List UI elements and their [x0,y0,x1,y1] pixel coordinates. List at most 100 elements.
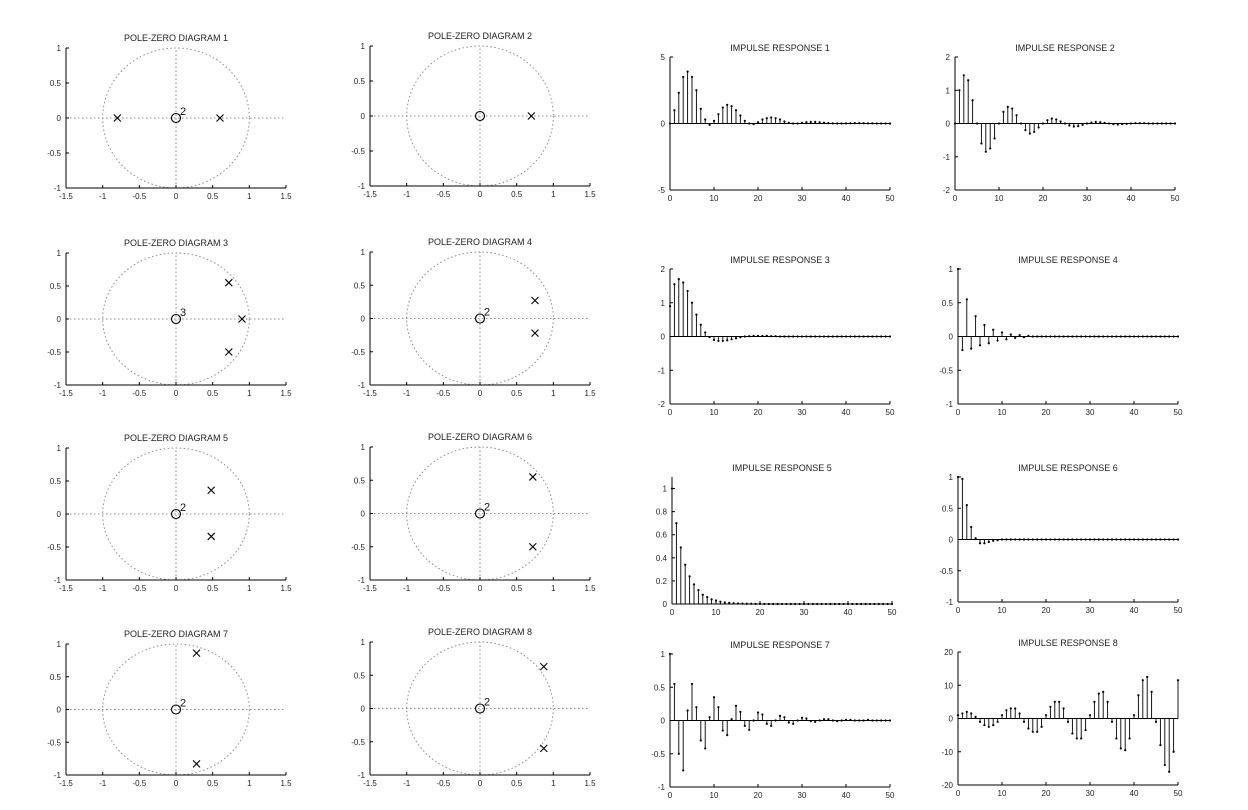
y-tick-label: -0.5 [47,149,61,158]
stem-marker [833,602,836,606]
x-tick-label: 0 [478,190,483,199]
stem-marker [802,602,806,606]
y-tick-label: 0.5 [354,77,366,86]
x-tick-label: 0.5 [511,779,523,788]
stem-marker [1116,123,1119,126]
y-tick-label: 20 [944,648,953,657]
stem-marker [1000,714,1004,717]
stem-marker [686,70,689,73]
stem-marker [774,719,777,722]
y-tick-label: -0.5 [47,543,61,552]
stem-marker [1000,538,1004,541]
pole-marker [207,532,216,541]
stem-marker [695,313,698,316]
stem-marker [805,121,808,124]
stem-marker [721,339,724,342]
y-tick-label: 0.5 [50,673,62,682]
stem-marker [818,719,821,722]
y-tick-label: -1 [358,182,366,191]
stem-marker [1005,709,1008,712]
panel-title: IMPULSE RESPONSE 3 [730,255,830,265]
y-tick-label: -0.5 [351,348,365,357]
stem-marker [987,725,990,728]
zero-marker [170,112,182,124]
unit-circle [406,251,554,386]
stem-marker [956,475,960,479]
stem-marker [1036,730,1039,733]
stem-marker [1159,538,1162,541]
pole-marker [238,315,246,323]
stem-marker [1124,335,1127,338]
stem-marker [794,602,797,606]
pole-marker [216,114,224,122]
stem-marker [730,105,733,108]
panel-title: POLE-ZERO DIAGRAM 8 [428,627,532,637]
stem-marker [690,75,694,79]
stem-marker [880,719,883,722]
stem-marker [875,335,878,338]
stem-marker [750,602,753,605]
y-tick-label: 0 [949,536,954,545]
stem-marker [849,335,852,338]
x-tick-label: 50 [886,408,895,417]
pole-marker [224,348,233,356]
zero-multiplicity-label: 2 [484,697,490,709]
stem-marker [888,719,892,722]
stem-marker [752,123,755,126]
unit-circle [406,446,554,581]
stem-marker [1124,748,1127,752]
stem-marker [961,477,964,480]
stem-marker [1097,335,1100,338]
stem-marker [675,522,678,525]
x-tick-label: 0 [174,192,179,201]
stem-marker [730,718,733,721]
y-tick-label: 0 [949,333,954,342]
y-tick-label: -1 [658,783,666,792]
stem-marker [884,122,887,125]
y-tick-label: 0.6 [656,531,668,540]
zero-multiplicity-label: 2 [180,502,186,514]
pole-zero-panel-2: POLE-ZERO DIAGRAM 2-1.5 -1 -0.5 0 0.5 1 1.510.… [351,31,596,199]
x-tick-label: 50 [888,608,897,617]
stem-marker [956,714,960,717]
stem-marker [967,79,970,82]
stem-marker [1059,120,1062,123]
stem-marker [679,546,682,549]
pole-zero-panel-7: POLE-ZERO DIAGRAM 7-1.5 -1 -0.5 0 0.5 1 1.510.… [47,629,292,788]
stem-marker [993,137,996,140]
stem-marker [970,712,973,715]
stem-marker [1093,700,1096,703]
stem-marker [1132,335,1136,338]
stem-marker [1088,714,1092,717]
x-tick-label: 10 [710,791,719,800]
x-tick-label: 40 [1130,606,1139,615]
stem-marker [1033,130,1036,133]
y-tick-label: 0.5 [354,281,366,290]
x-tick-label: 20 [754,791,763,800]
x-tick-label: 30 [1086,606,1095,615]
y-tick-label: 1 [661,299,666,308]
stem-marker [974,537,977,540]
stem-marker [690,682,694,686]
x-tick-label: 1 [247,389,252,398]
stem-marker [1015,114,1018,117]
stem-marker [827,122,830,125]
stem-marker [800,716,804,719]
pole-zero-panel-5: POLE-ZERO DIAGRAM 5-1.5 -1 -0.5 0 0.5 1 1.510.… [47,433,292,593]
stem-marker [877,602,880,606]
stem-marker [1102,335,1105,338]
stem-marker [699,739,702,742]
stem-marker [770,724,773,727]
stem-marker [741,602,744,605]
y-tick-label: 5 [661,53,666,62]
pole-marker [539,744,548,753]
x-tick-label: 1 [551,389,556,398]
stem-marker [853,719,856,722]
stem-marker [1027,334,1030,337]
stem-marker [756,334,760,337]
stem-marker [809,120,812,124]
stem-marker [1154,720,1158,723]
stem-marker [853,335,856,338]
stem-marker [770,335,773,338]
